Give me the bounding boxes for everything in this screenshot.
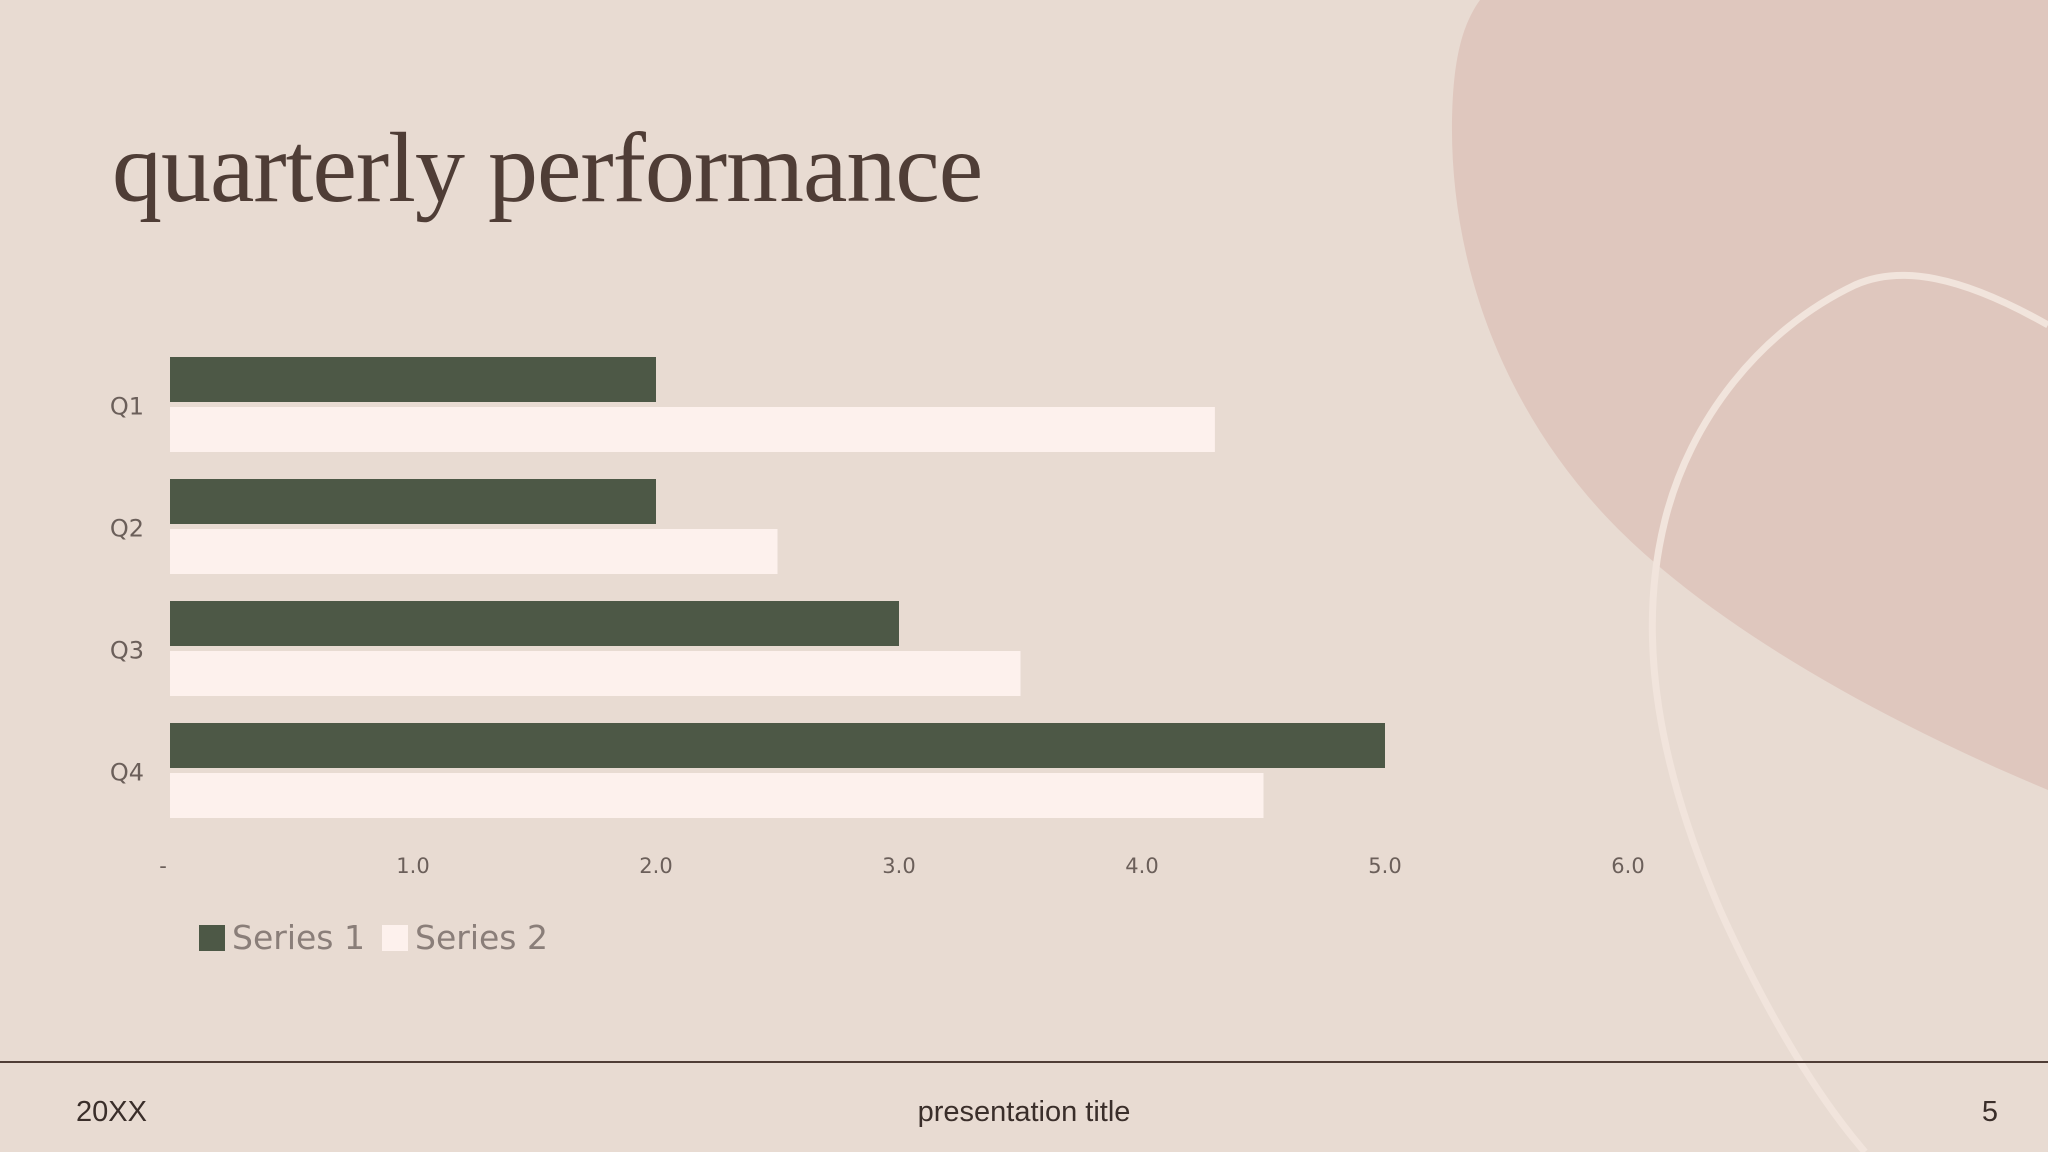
bar-q4-series-2 (170, 773, 1264, 818)
bar-q3-series-2 (170, 651, 1021, 696)
x-tick-label: 4.0 (1125, 854, 1158, 878)
bar-q3-series-1 (170, 601, 899, 646)
footer-date: 20XX (76, 1096, 147, 1128)
category-label-q3: Q3 (110, 637, 144, 665)
x-tick-label: 1.0 (396, 854, 429, 878)
category-labels: Q1 Q2 Q3 Q4 (110, 393, 144, 787)
background-blob (1451, 0, 2048, 790)
legend-label-series-2: Series 2 (415, 918, 548, 957)
footer-divider (0, 1061, 2048, 1063)
bar-q2-series-2 (170, 529, 778, 574)
x-axis-ticks: - 1.0 2.0 3.0 4.0 5.0 6.0 (159, 854, 1644, 878)
legend-swatch-series-1 (199, 925, 225, 951)
bar-q2-series-1 (170, 479, 656, 524)
x-tick-label: 5.0 (1368, 854, 1401, 878)
background-curve-line (1648, 271, 2048, 1152)
chart-bars (170, 357, 1385, 818)
bar-q1-series-2 (170, 407, 1215, 452)
x-tick-label: - (159, 854, 167, 878)
category-label-q4: Q4 (110, 759, 144, 787)
category-label-q2: Q2 (110, 515, 144, 543)
bar-q1-series-1 (170, 357, 656, 402)
x-tick-label: 2.0 (639, 854, 672, 878)
x-tick-label: 6.0 (1611, 854, 1644, 878)
legend-swatch-series-2 (382, 925, 408, 951)
footer-page-number: 5 (1981, 1096, 1998, 1128)
chart-legend: Series 1 Series 2 (199, 918, 548, 957)
category-label-q1: Q1 (110, 393, 144, 421)
page-title: quarterly performance (112, 112, 983, 223)
footer-presentation-title: presentation title (917, 1096, 1131, 1128)
bar-q4-series-1 (170, 723, 1385, 768)
legend-label-series-1: Series 1 (232, 918, 365, 957)
x-tick-label: 3.0 (882, 854, 915, 878)
